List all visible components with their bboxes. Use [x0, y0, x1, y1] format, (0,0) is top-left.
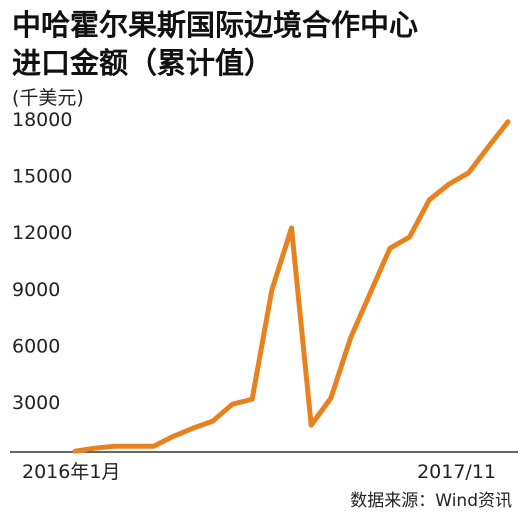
y-tick-label: 15000	[12, 166, 72, 188]
y-tick-label: 18000	[12, 109, 72, 131]
x-tick-label: 2017/11	[417, 461, 496, 483]
y-tick-label: 12000	[12, 222, 72, 244]
y-tick-label: 3000	[12, 392, 60, 414]
y-tick-label: 6000	[12, 336, 60, 358]
x-tick-label: 2016年1月	[22, 461, 120, 483]
line	[72, 119, 511, 454]
source: 数据来源：Wind资讯	[350, 491, 512, 511]
y-tick-label: 9000	[12, 279, 60, 301]
y-axis-label: (千美元)	[12, 87, 84, 109]
chart-title: 中哈霍尔果斯国际边境合作中心进口金额（累计值）	[12, 8, 419, 80]
